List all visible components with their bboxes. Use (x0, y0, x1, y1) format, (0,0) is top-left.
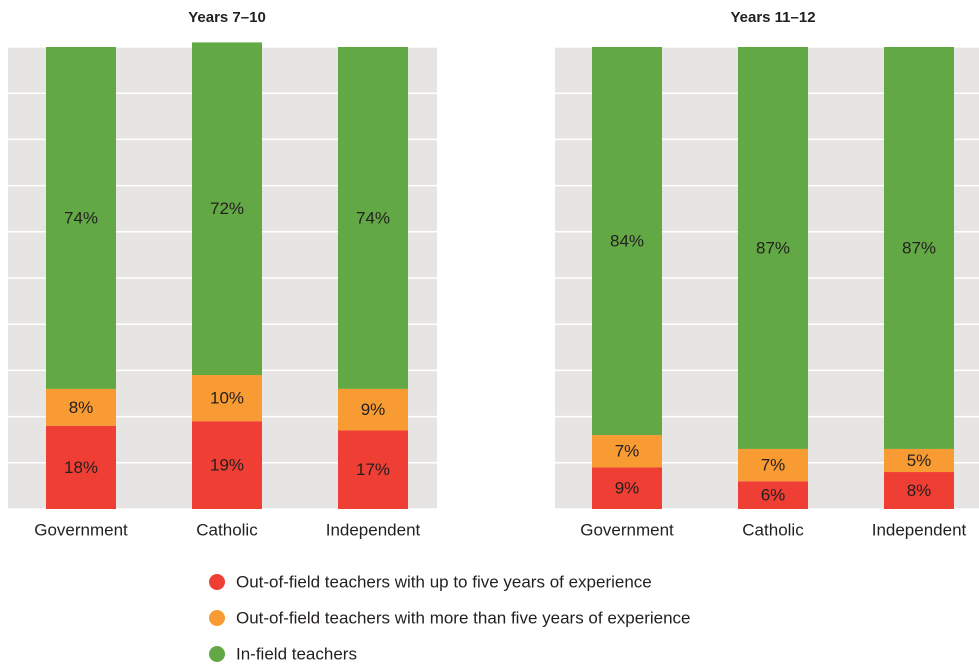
value-label: 7% (761, 456, 786, 475)
bar-segment (192, 421, 262, 509)
chart-title: Years 11–12 (730, 9, 815, 26)
bar-segment (884, 472, 954, 509)
value-label: 5% (907, 451, 932, 470)
value-label: 19% (210, 456, 244, 475)
x-tick-label: Catholic (742, 520, 804, 539)
value-label: 7% (615, 442, 640, 461)
value-label: 87% (756, 238, 790, 257)
value-label: 17% (356, 460, 390, 479)
bar-segment (192, 42, 262, 376)
bar-segment (884, 448, 954, 473)
bar-segment (338, 388, 408, 431)
value-label: 74% (64, 208, 98, 227)
bar-segment (738, 448, 808, 482)
x-tick-label: Independent (872, 520, 967, 539)
value-label: 10% (210, 389, 244, 408)
value-label: 72% (210, 199, 244, 218)
x-tick-label: Independent (326, 520, 421, 539)
chart-title: Years 7–10 (188, 9, 266, 26)
bar-segment (592, 435, 662, 468)
value-label: 9% (615, 479, 640, 498)
bar-segment (592, 47, 662, 436)
bar-segment (738, 481, 808, 509)
bar-segment (592, 467, 662, 509)
bar-segment (884, 47, 954, 449)
x-tick-label: Government (34, 520, 128, 539)
value-label: 74% (356, 208, 390, 227)
value-label: 18% (64, 458, 98, 477)
bar-segment (738, 47, 808, 449)
bar-segment (338, 47, 408, 389)
bar-segment (192, 375, 262, 422)
bar-segment (46, 388, 116, 426)
legend-marker (209, 646, 225, 662)
value-label: 6% (761, 486, 786, 505)
x-tick-label: Catholic (196, 520, 258, 539)
value-label: 8% (69, 398, 94, 417)
legend-label: In-field teachers (236, 644, 357, 663)
legend-marker (209, 610, 225, 626)
x-tick-label: Government (580, 520, 674, 539)
legend-label: Out-of-field teachers with up to five ye… (236, 572, 652, 591)
bar-segment (338, 430, 408, 509)
value-label: 84% (610, 232, 644, 251)
legend-marker (209, 574, 225, 590)
value-label: 9% (361, 400, 386, 419)
value-label: 8% (907, 481, 932, 500)
bar-segment (46, 47, 116, 389)
value-label: 87% (902, 238, 936, 257)
legend-label: Out-of-field teachers with more than fiv… (236, 608, 691, 627)
bar-segment (46, 425, 116, 509)
